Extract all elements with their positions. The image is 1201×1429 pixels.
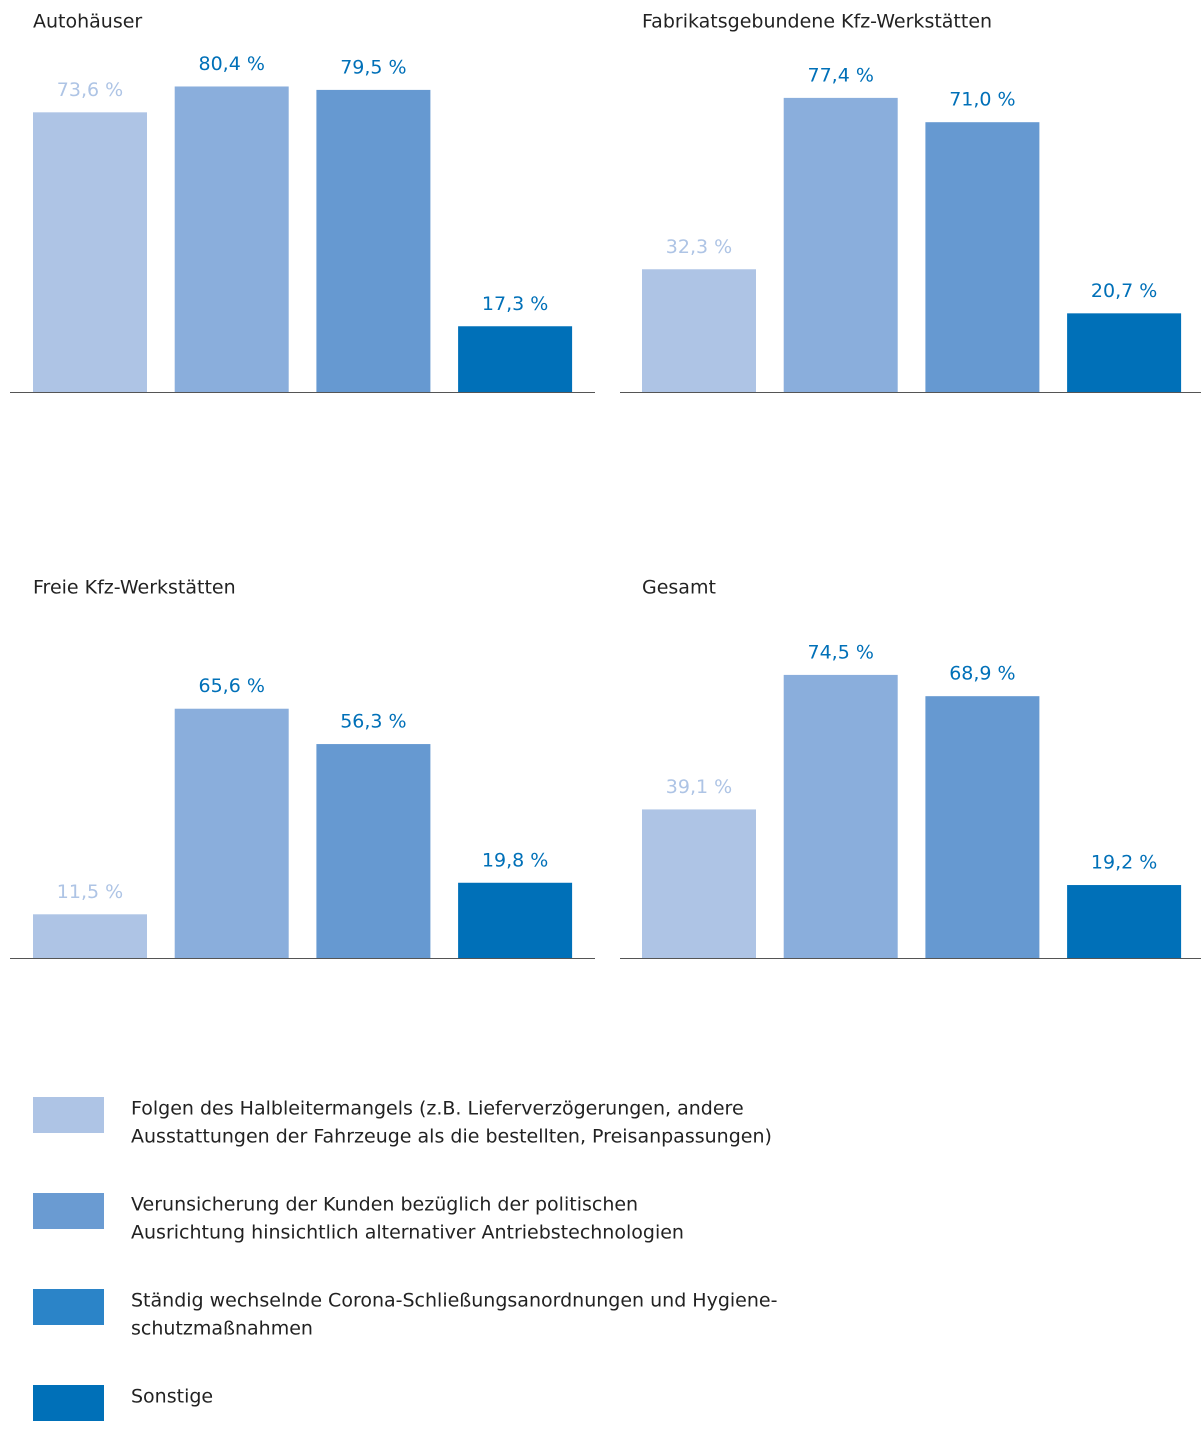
value-label: 19,2 % bbox=[1091, 852, 1157, 874]
legend-label: Ständig wechselnde Corona-Schließungsano… bbox=[131, 1290, 777, 1312]
value-label: 77,4 % bbox=[807, 64, 873, 86]
panel-title: Gesamt bbox=[642, 577, 716, 599]
legend-label: Folgen des Halbleitermangels (z.B. Liefe… bbox=[131, 1098, 744, 1120]
legend-label: Ausstattungen der Fahrzeuge als die best… bbox=[131, 1126, 772, 1148]
legend-label: schutzmaßnahmen bbox=[131, 1318, 313, 1340]
bar bbox=[33, 112, 147, 392]
legend-swatch bbox=[33, 1289, 104, 1325]
bar bbox=[33, 914, 147, 958]
value-label: 39,1 % bbox=[666, 776, 732, 798]
value-label: 32,3 % bbox=[666, 236, 732, 258]
legend-swatch bbox=[33, 1193, 104, 1229]
bar bbox=[642, 269, 756, 392]
bar bbox=[316, 89, 431, 393]
value-label: 56,3 % bbox=[340, 711, 406, 733]
value-label: 65,6 % bbox=[198, 675, 264, 697]
panel-title: Freie Kfz-Werkstätten bbox=[33, 577, 236, 599]
value-label: 17,3 % bbox=[482, 293, 548, 315]
bar bbox=[925, 696, 1040, 958]
bar bbox=[174, 708, 289, 958]
value-label: 74,5 % bbox=[807, 641, 873, 663]
value-label: 20,7 % bbox=[1091, 280, 1157, 302]
value-label: 79,5 % bbox=[340, 56, 406, 78]
legend-swatch bbox=[33, 1385, 104, 1421]
panel-title: Fabrikatsgebundene Kfz-Werkstätten bbox=[642, 11, 992, 33]
value-label: 71,0 % bbox=[949, 89, 1015, 111]
value-label: 73,6 % bbox=[57, 79, 123, 101]
value-label: 19,8 % bbox=[482, 849, 548, 871]
bar bbox=[458, 882, 573, 958]
bar bbox=[642, 809, 756, 958]
legend-label: Ausrichtung hinsichtlich alternativer An… bbox=[131, 1222, 684, 1244]
value-label: 11,5 % bbox=[57, 881, 123, 903]
bar bbox=[458, 326, 573, 392]
legend-label: Verunsicherung der Kunden bezüglich der … bbox=[131, 1194, 638, 1216]
bar bbox=[925, 122, 1040, 392]
bar bbox=[783, 97, 898, 392]
bar bbox=[174, 86, 289, 392]
bar bbox=[1067, 313, 1182, 392]
bar bbox=[316, 744, 431, 958]
bar bbox=[783, 674, 898, 958]
value-label: 68,9 % bbox=[949, 663, 1015, 685]
value-label: 80,4 % bbox=[198, 53, 264, 75]
legend-label: Sonstige bbox=[131, 1386, 213, 1408]
bar bbox=[1067, 885, 1182, 958]
legend-swatch bbox=[33, 1097, 104, 1133]
panel-title: Autohäuser bbox=[33, 11, 142, 33]
